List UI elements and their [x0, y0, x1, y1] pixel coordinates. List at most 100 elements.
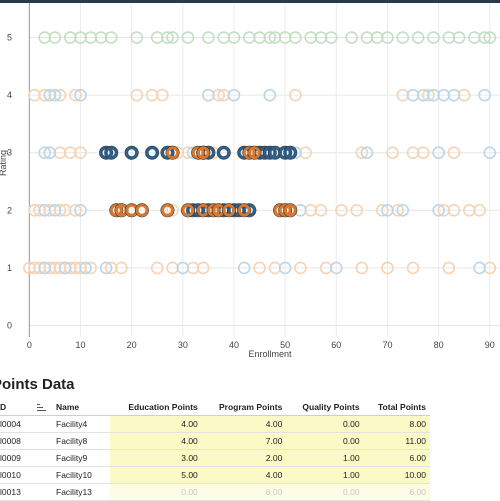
highlight-point-outline — [160, 203, 175, 218]
cell-total-points: 11.00 — [363, 432, 430, 450]
faded-point — [227, 88, 241, 102]
x-tick-label: 90 — [485, 340, 495, 350]
faded-point — [130, 88, 144, 102]
highlight-point — [160, 203, 174, 217]
cell-id: l0013 — [0, 483, 30, 501]
faded-point — [74, 88, 87, 102]
faded-point — [289, 88, 302, 102]
faded-point — [376, 204, 389, 217]
table-row[interactable]: l0009 Facility9 3.00 2.00 1.00 6.00 — [0, 449, 430, 467]
column-header-education-points[interactable]: Education Points — [110, 398, 202, 416]
cell-total-points: 8.00 — [363, 415, 430, 433]
highlight-point — [191, 146, 205, 160]
table-row[interactable]: l0008 Facility8 4.00 7.00 0.00 11.00 — [0, 432, 430, 450]
highlight-point-outline — [242, 145, 257, 160]
faded-point — [48, 88, 62, 102]
faded-point — [196, 261, 210, 275]
highlight-point — [166, 146, 180, 160]
column-header-program-points[interactable]: Program Points — [201, 398, 287, 416]
table-row[interactable]: l0013 Facility13 0.00 6.00 0.00 6.00 — [0, 483, 430, 501]
cell-id: l0010 — [0, 466, 30, 484]
y-tick-label: 1 — [7, 263, 12, 273]
faded-point — [411, 31, 425, 44]
faded-point — [289, 31, 302, 44]
faded-point — [99, 261, 113, 275]
faded-point — [335, 204, 348, 217]
faded-point — [263, 31, 277, 44]
y-axis-title: Rating — [0, 150, 8, 176]
sort-button[interactable] — [30, 398, 52, 416]
cell-program-points: 4.00 — [201, 466, 287, 484]
highlight-point-outline — [134, 203, 149, 218]
highlight-point — [135, 203, 149, 217]
highlight-point-outline — [191, 145, 206, 160]
column-header-id[interactable]: D — [0, 398, 30, 416]
cell-program-points: 6.00 — [201, 483, 287, 501]
column-header-total-points[interactable]: Total Points — [363, 398, 430, 416]
faded-point — [478, 88, 491, 102]
highlight-point-outline — [216, 145, 231, 160]
highlight-point-outline — [165, 145, 180, 160]
cell-name: Facility4 — [52, 415, 110, 433]
highlight-point — [196, 146, 210, 160]
faded-point — [202, 88, 215, 102]
faded-point — [161, 31, 174, 44]
highlight-point-outline — [206, 203, 221, 218]
faded-point — [427, 31, 440, 44]
x-axis-title: Enrollment — [248, 349, 292, 359]
faded-point — [416, 146, 430, 160]
faded-point — [253, 261, 266, 275]
faded-point — [38, 261, 51, 275]
sort-icon — [36, 403, 46, 411]
faded-point — [381, 204, 394, 217]
cell-quality-points: 0.00 — [286, 415, 364, 433]
highlight-point — [242, 203, 256, 217]
highlight-point-outline — [262, 145, 277, 160]
faded-point — [181, 31, 195, 44]
cell-program-points: 7.00 — [201, 432, 287, 450]
faded-point — [166, 204, 179, 217]
highlight-point-outline — [278, 203, 293, 218]
y-tick-label: 4 — [7, 90, 12, 100]
highlight-point — [237, 203, 251, 217]
faded-point — [483, 31, 497, 44]
faded-point — [278, 261, 292, 275]
cell-education-points: 5.00 — [110, 466, 202, 484]
faded-point — [130, 31, 144, 44]
faded-point — [237, 261, 251, 275]
faded-point — [355, 261, 369, 275]
highlight-point-outline — [278, 145, 293, 160]
faded-point — [473, 204, 486, 217]
cell-education-points: 3.00 — [110, 449, 202, 467]
highlight-point-outline — [242, 203, 257, 218]
highlight-point — [242, 146, 256, 160]
highlight-point — [278, 203, 292, 217]
points-data-table: D Name Education Points Program Points Q… — [0, 398, 430, 501]
cell-education-points: 4.00 — [110, 415, 202, 433]
faded-point — [381, 261, 394, 275]
faded-point — [43, 88, 57, 102]
column-header-quality-points[interactable]: Quality Points — [286, 398, 364, 416]
faded-point — [452, 31, 466, 44]
cell-name: Facility9 — [52, 449, 110, 467]
highlight-point-outline — [180, 203, 195, 218]
faded-point — [324, 31, 338, 44]
column-header-name[interactable]: Name — [52, 398, 110, 416]
faded-point — [478, 31, 491, 44]
cell-quality-points: 1.00 — [286, 449, 364, 467]
highlight-point-outline — [283, 145, 298, 160]
table-row[interactable]: l0004 Facility4 4.00 4.00 0.00 8.00 — [0, 415, 430, 433]
faded-point — [156, 88, 169, 102]
faded-point — [447, 88, 461, 102]
faded-point — [263, 88, 277, 102]
faded-point — [396, 204, 410, 217]
faded-point — [202, 31, 215, 44]
faded-point — [84, 261, 98, 275]
faded-point — [69, 204, 82, 217]
cell-quality-points: 0.00 — [286, 432, 364, 450]
cell-quality-points: 1.00 — [286, 466, 364, 484]
faded-point — [58, 261, 72, 275]
table-row[interactable]: l0010 Facility10 5.00 4.00 1.00 10.00 — [0, 466, 430, 484]
x-tick-label: 70 — [382, 340, 392, 350]
